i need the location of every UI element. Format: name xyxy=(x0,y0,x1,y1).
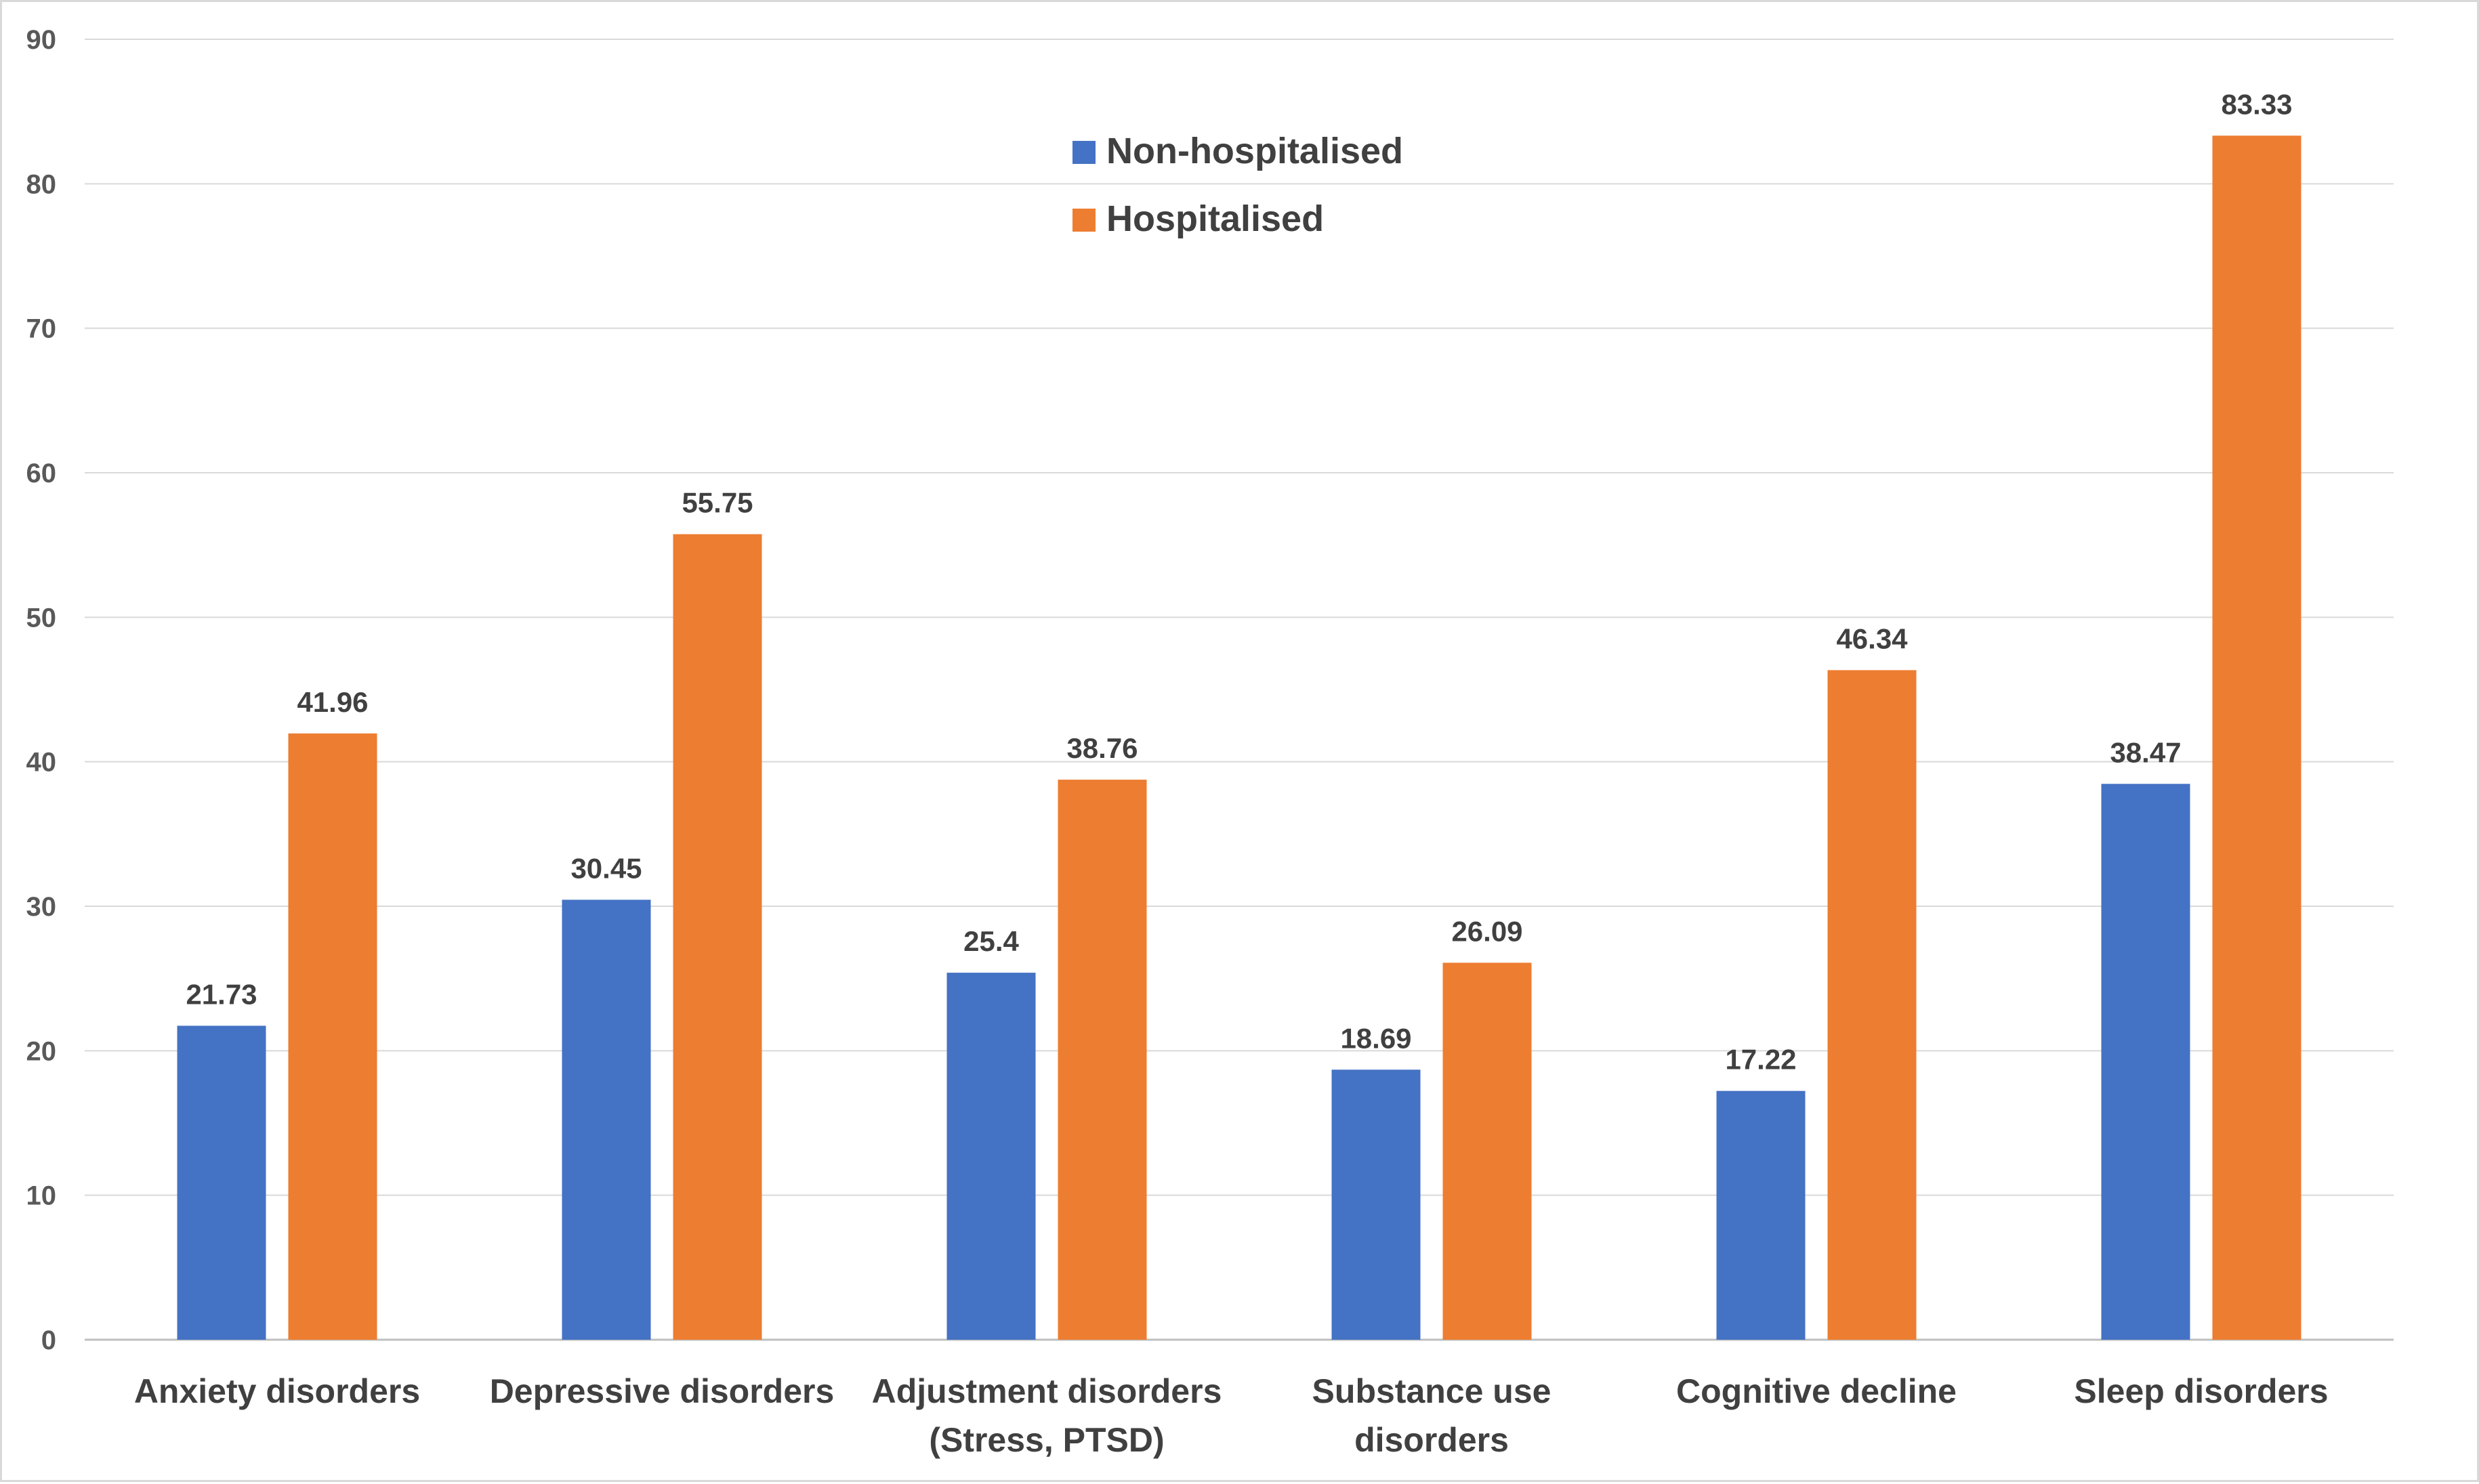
data-label: 38.47 xyxy=(2110,736,2181,768)
y-axis: 0 10 20 30 40 50 60 70 80 90 xyxy=(26,25,57,1355)
x-category-line: (Stress, PTSD) xyxy=(929,1421,1164,1459)
data-label: 21.73 xyxy=(186,978,257,1010)
legend-label: Hospitalised xyxy=(1106,198,1324,239)
x-category-label: Sleep disorders xyxy=(2074,1372,2328,1410)
x-category-line: disorders xyxy=(1354,1421,1509,1459)
data-label: 41.96 xyxy=(297,686,368,718)
x-category-label: Anxiety disorders xyxy=(134,1372,420,1410)
x-category-line: Anxiety disorders xyxy=(134,1372,420,1410)
x-category-line: Sleep disorders xyxy=(2074,1372,2328,1410)
bars xyxy=(177,135,2301,1340)
bar-hospitalised xyxy=(288,733,377,1340)
x-category-label: Cognitive decline xyxy=(1676,1372,1957,1410)
x-category-line: Cognitive decline xyxy=(1676,1372,1957,1410)
data-labels: 21.73 41.96 30.45 55.75 25.4 38.76 18.69 26.09 1… xyxy=(186,88,2292,1075)
bar-non-hospitalised xyxy=(2101,784,2190,1340)
data-label: 83.33 xyxy=(2221,88,2292,120)
x-category-line: Adjustment disorders xyxy=(872,1372,1222,1410)
bar-hospitalised xyxy=(673,534,762,1340)
bar-non-hospitalised xyxy=(946,973,1036,1340)
y-tick-label: 60 xyxy=(26,459,57,488)
x-category-label: Adjustment disorders (Stress, PTSD) xyxy=(872,1372,1222,1459)
x-category-label: Substance use disorders xyxy=(1312,1372,1551,1459)
legend: Non-hospitalised Hospitalised xyxy=(1072,131,1403,239)
y-tick-label: 90 xyxy=(26,25,57,55)
y-tick-label: 70 xyxy=(26,314,57,344)
x-axis: Anxiety disorders Depressive disorders Adj… xyxy=(134,1372,2329,1459)
data-label: 25.4 xyxy=(963,925,1019,957)
bar-non-hospitalised xyxy=(1716,1090,1806,1340)
bar-hospitalised xyxy=(1058,780,1147,1340)
data-label: 17.22 xyxy=(1725,1044,1796,1076)
data-label: 46.34 xyxy=(1836,622,1908,654)
data-label: 26.09 xyxy=(1451,915,1522,947)
bar-non-hospitalised xyxy=(177,1025,266,1340)
x-category-line: Depressive disorders xyxy=(490,1372,835,1410)
bar-hospitalised xyxy=(1827,670,1917,1340)
data-label: 18.69 xyxy=(1340,1022,1411,1054)
legend-label: Non-hospitalised xyxy=(1106,131,1403,171)
bar-non-hospitalised xyxy=(1331,1069,1421,1340)
y-tick-label: 80 xyxy=(26,169,57,199)
y-tick-label: 10 xyxy=(26,1181,57,1211)
x-category-label: Depressive disorders xyxy=(490,1372,835,1410)
bar-non-hospitalised xyxy=(562,899,651,1340)
bar-hospitalised xyxy=(1442,962,1532,1340)
data-label: 38.76 xyxy=(1066,732,1138,764)
y-tick-label: 50 xyxy=(26,603,57,633)
legend-swatch xyxy=(1072,141,1096,164)
data-label: 55.75 xyxy=(682,487,753,519)
legend-swatch xyxy=(1072,209,1096,232)
gridlines xyxy=(85,39,2394,1341)
y-tick-label: 0 xyxy=(41,1326,56,1355)
y-tick-label: 40 xyxy=(26,748,57,778)
bar-hospitalised xyxy=(2212,135,2301,1340)
data-label: 30.45 xyxy=(570,852,642,884)
x-category-line: Substance use xyxy=(1312,1372,1551,1410)
y-tick-label: 30 xyxy=(26,892,57,922)
y-tick-label: 20 xyxy=(26,1036,57,1066)
